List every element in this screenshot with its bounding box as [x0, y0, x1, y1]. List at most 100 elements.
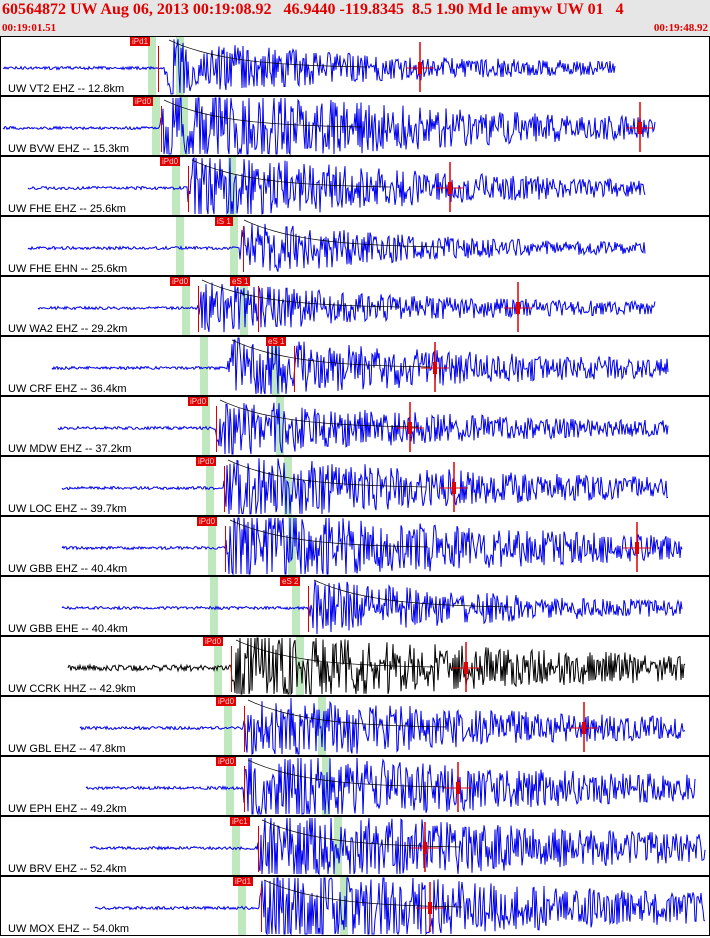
waveform-svg — [51, 337, 669, 395]
coda-end-dot — [456, 782, 460, 794]
arrival-window — [272, 336, 280, 396]
waveform-svg — [94, 877, 706, 936]
arrival-window — [226, 756, 234, 816]
coda-curve — [247, 699, 447, 728]
phase-pick-line — [258, 826, 259, 872]
phase-pick-label[interactable]: iPd0 — [188, 397, 209, 406]
arrival-window — [148, 36, 156, 96]
trace-panel: iPd0 UW GBL EHZ -- 47.8km — [0, 696, 710, 756]
phase-pick-line — [243, 226, 244, 272]
coda-end-dot — [516, 302, 520, 314]
coda-curve — [247, 759, 447, 788]
header-bar: 60564872 UW Aug 06, 2013 00:19:08.92 46.… — [0, 0, 710, 36]
trace-panel: iPd0 UW CCRK HHZ -- 42.9km — [0, 636, 710, 696]
phase-pick-label[interactable]: eS 1 — [266, 337, 287, 346]
phase-pick-label[interactable]: iPd0 — [196, 457, 217, 466]
station-label: UW EPH EHZ -- 49.2km — [8, 803, 127, 815]
arrival-window — [340, 876, 348, 936]
station-label: UW CCRK HHZ -- 42.9km — [8, 683, 136, 695]
arrival-window — [176, 36, 184, 96]
phase-pick-line — [294, 346, 295, 392]
station-label: UW WA2 EHZ -- 29.2km — [8, 323, 128, 335]
station-label: UW VT2 EHZ -- 12.8km — [8, 83, 125, 95]
coda-end-dot — [418, 62, 422, 74]
phase-pick-label[interactable]: iPd0 — [216, 697, 237, 706]
phase-pick-line — [258, 286, 259, 332]
phase-pick-label[interactable]: iS 1 — [215, 217, 233, 226]
trace-panel: iPd0 UW MDW EHZ -- 37.2km — [0, 396, 710, 456]
waveform-trace — [85, 757, 696, 816]
coda-end-dot — [452, 482, 456, 494]
arrival-window — [182, 276, 190, 336]
arrival-window — [208, 516, 216, 576]
phase-pick-line — [308, 586, 309, 632]
arrival-window — [176, 216, 184, 276]
station-label: UW MDW EHZ -- 37.2km — [8, 443, 132, 455]
waveform-trace — [79, 697, 686, 755]
waveform-trace — [94, 877, 706, 936]
phase-pick-label[interactable]: iPd0 — [197, 517, 218, 526]
trace-panel: iS 1 UW FHE EHN -- 25.6km — [0, 216, 710, 276]
coda-curve — [163, 99, 363, 128]
coda-end-dot — [638, 122, 642, 134]
arrival-window — [232, 816, 240, 876]
waveform-svg — [2, 39, 616, 95]
trace-panel: iPd0 UW BVW EHZ -- 15.3km — [0, 96, 710, 156]
coda-curve — [231, 339, 431, 368]
waveform-trace — [51, 337, 669, 395]
trace-panel: iPd1 UW MOX EHZ -- 54.0km — [0, 876, 710, 936]
coda-curve — [243, 219, 443, 248]
phase-pick-label[interactable]: iPd1 — [130, 37, 151, 46]
phase-pick-label[interactable]: iPd1 — [233, 877, 254, 886]
waveform-trace — [61, 458, 669, 515]
arrival-window — [210, 576, 218, 636]
arrival-window — [318, 696, 326, 756]
phase-pick-label[interactable]: iPc1 — [230, 817, 250, 826]
coda-curve — [201, 279, 401, 308]
coda-curve — [229, 519, 429, 548]
phase-pick-line — [261, 886, 262, 932]
station-label: UW GBL EHZ -- 47.8km — [8, 743, 126, 755]
waveform-trace — [27, 223, 646, 272]
coda-end-dot — [408, 422, 412, 434]
coda-end-dot — [635, 542, 639, 554]
coda-end-dot — [448, 182, 452, 194]
waveform-trace — [61, 580, 683, 635]
station-label: UW FHE EHZ -- 25.6km — [8, 203, 126, 215]
phase-pick-label[interactable]: iPd0 — [160, 157, 181, 166]
phase-pick-label[interactable]: iPd0 — [203, 637, 224, 646]
waveform-trace — [89, 817, 706, 876]
phase-pick-label[interactable]: iPd0 — [170, 277, 191, 286]
trace-panel: iPd0 eS 1 UW WA2 EHZ -- 29.2km — [0, 276, 710, 336]
phase-pick-line — [244, 706, 245, 752]
waveform-svg — [2, 97, 656, 156]
phase-pick-line — [198, 286, 199, 332]
phase-pick-line — [158, 46, 159, 92]
arrival-window — [230, 216, 238, 276]
waveform-svg — [37, 279, 656, 333]
waveform-svg — [79, 697, 686, 755]
trace-panel: iPd0 UW LOC EHZ -- 39.7km — [0, 456, 710, 516]
phase-pick-line — [224, 466, 225, 512]
trace-panel: iPd0 UW FHE EHZ -- 25.6km — [0, 156, 710, 216]
phase-pick-line — [231, 646, 232, 692]
phase-pick-label[interactable]: eS 1 — [230, 277, 251, 286]
trace-panel: iPc1 UW BRV EHZ -- 52.4km — [0, 816, 710, 876]
phase-pick-line — [216, 406, 217, 452]
arrival-window — [172, 156, 180, 216]
trace-panel: eS 2 UW GBB EHE -- 40.4km — [0, 576, 710, 636]
arrival-window — [152, 96, 160, 156]
arrival-window — [228, 156, 236, 216]
station-label: UW GBB EHE -- 40.4km — [8, 623, 128, 635]
waveform-trace — [67, 637, 686, 696]
waveform-trace — [37, 282, 656, 333]
arrival-window — [288, 516, 296, 576]
station-label: UW FHE EHN -- 25.6km — [8, 263, 128, 275]
waveform-svg — [61, 517, 683, 576]
phase-pick-label[interactable]: eS 2 — [280, 577, 301, 586]
waveform-svg — [67, 637, 686, 696]
station-label: UW GBB EHZ -- 40.4km — [8, 563, 128, 575]
arrival-window — [224, 696, 232, 756]
phase-pick-label[interactable]: iPd0 — [216, 757, 237, 766]
phase-pick-label[interactable]: iPd0 — [133, 97, 154, 106]
